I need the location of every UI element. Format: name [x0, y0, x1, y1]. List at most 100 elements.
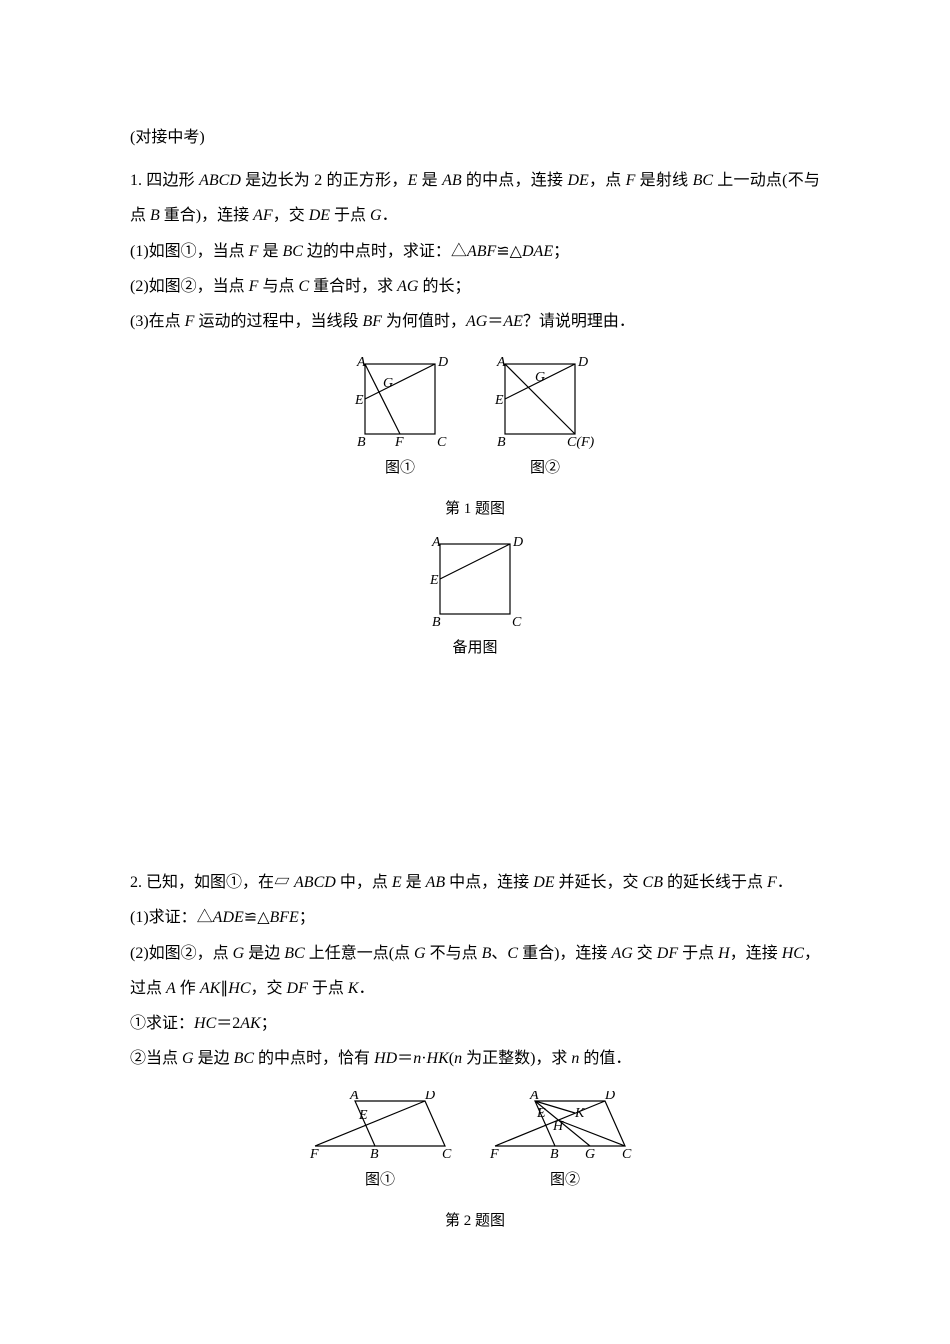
t: CB	[643, 874, 663, 891]
t: HK	[427, 1050, 449, 1067]
t: DF	[657, 945, 678, 962]
t: 重合时，求	[309, 278, 397, 295]
t: B	[150, 207, 160, 224]
problem-1-part3: (3)在点 F 运动的过程中，当线段 BF 为何值时，AG＝AE？请说明理由．	[130, 304, 820, 339]
t: 是	[402, 874, 426, 891]
spacer	[130, 685, 820, 865]
figure-row-2: A D E F B C 图①	[130, 1091, 820, 1197]
t: ＝	[397, 1050, 413, 1067]
t: 四边形	[142, 172, 199, 189]
t: 并延长，交	[555, 874, 643, 891]
t: 于点	[308, 980, 348, 997]
figure-row-1: A D E B F C G 图①	[130, 354, 820, 485]
t: ＝	[487, 313, 503, 330]
svg-text:E: E	[536, 1106, 546, 1121]
t: ；	[261, 1015, 277, 1032]
svg-text:D: D	[577, 355, 588, 370]
fig2-2-svg: A D E H K F B G C	[485, 1091, 645, 1161]
t: 作	[176, 980, 200, 997]
t: AK	[200, 980, 220, 997]
svg-text:B: B	[550, 1147, 559, 1161]
t: ？请说明理由．	[523, 313, 635, 330]
t: AG	[611, 945, 632, 962]
t: HC	[228, 980, 250, 997]
t: 的中点时，恰有	[254, 1050, 374, 1067]
t: AB	[426, 874, 446, 891]
figure-2-1: A D E F B C 图①	[305, 1091, 455, 1197]
svg-text:F: F	[309, 1147, 319, 1161]
t: C	[507, 945, 518, 962]
svg-text:F: F	[394, 435, 404, 449]
t: G	[233, 945, 245, 962]
t: ≌△	[244, 909, 270, 926]
t: ，点	[589, 172, 626, 189]
t: 于点	[330, 207, 370, 224]
t: AB	[442, 172, 462, 189]
svg-text:A: A	[496, 355, 506, 370]
t: E	[408, 172, 418, 189]
t: 是射线	[635, 172, 692, 189]
fig1-label: 图①	[345, 452, 455, 485]
t: ≌△	[496, 243, 522, 260]
t: DF	[287, 980, 308, 997]
problem-2-statement: 2. 已知，如图①，在▱ ABCD 中，点 E 是 AB 中点，连接 DE 并延…	[130, 865, 820, 900]
svg-text:B: B	[357, 435, 366, 449]
svg-text:D: D	[604, 1091, 615, 1103]
t: ①求证：	[130, 1015, 194, 1032]
t: AE	[503, 313, 523, 330]
t: ．	[382, 207, 398, 224]
svg-text:B: B	[497, 435, 506, 449]
t: E	[392, 874, 402, 891]
t: F	[249, 243, 259, 260]
t: F	[185, 313, 195, 330]
fig2-2-label: 图②	[485, 1164, 645, 1197]
svg-text:K: K	[574, 1106, 585, 1121]
t: 重合)，连接	[518, 945, 611, 962]
t: 于点	[678, 945, 718, 962]
t: 重合)，连接	[160, 207, 253, 224]
svg-text:A: A	[349, 1091, 359, 1103]
t: 交	[633, 945, 657, 962]
t: ＝2	[216, 1015, 240, 1032]
svg-text:A: A	[356, 355, 366, 370]
t: A	[166, 980, 176, 997]
fig2-svg: A D E B C(F) G	[485, 354, 605, 449]
t: BF	[362, 313, 382, 330]
figure-2-2: A D E H K F B G C 图②	[485, 1091, 645, 1197]
t: BFE	[270, 909, 299, 926]
t: 已知，如图①，在	[142, 874, 274, 891]
t: (1)如图①，当点	[130, 243, 249, 260]
svg-text:C: C	[622, 1147, 632, 1161]
fig2-label: 图②	[485, 452, 605, 485]
problem-2: 2. 已知，如图①，在▱ ABCD 中，点 E 是 AB 中点，连接 DE 并延…	[130, 865, 820, 1238]
svg-text:G: G	[383, 376, 393, 391]
t: AK	[240, 1015, 260, 1032]
t: BC	[284, 945, 304, 962]
svg-text:G: G	[535, 370, 545, 385]
svg-text:E: E	[354, 393, 364, 408]
t: 是边长为 2 的正方形，	[241, 172, 408, 189]
t: AG	[397, 278, 418, 295]
t: ，连接	[730, 945, 782, 962]
figure-1-1: A D E B F C G 图①	[345, 354, 455, 485]
svg-text:C: C	[512, 615, 522, 629]
t: H	[718, 945, 730, 962]
parallelogram-icon: ▱	[274, 874, 294, 891]
backup-label: 备用图	[130, 632, 820, 665]
problem-2-sub1: ①求证：HC＝2AK；	[130, 1006, 820, 1041]
t: DE	[309, 207, 330, 224]
svg-text:F: F	[489, 1147, 499, 1161]
t: 是边	[194, 1050, 234, 1067]
problem-2-part1: (1)求证：△ADE≌△BFE；	[130, 900, 820, 935]
t: 是边	[244, 945, 284, 962]
problem-2-part2: (2)如图②，点 G 是边 BC 上任意一点(点 G 不与点 B、C 重合)，连…	[130, 936, 820, 1006]
t: 中，点	[336, 874, 392, 891]
t: BC	[282, 243, 302, 260]
t: 的中点，连接	[462, 172, 568, 189]
problem-1-figures: A D E B F C G 图①	[130, 354, 820, 665]
t: F	[767, 874, 777, 891]
p1-num: 1.	[130, 172, 142, 189]
svg-text:E: E	[494, 393, 504, 408]
svg-text:D: D	[512, 535, 523, 550]
problem-1-part1: (1)如图①，当点 F 是 BC 边的中点时，求证：△ABF≌△DAE；	[130, 234, 820, 269]
